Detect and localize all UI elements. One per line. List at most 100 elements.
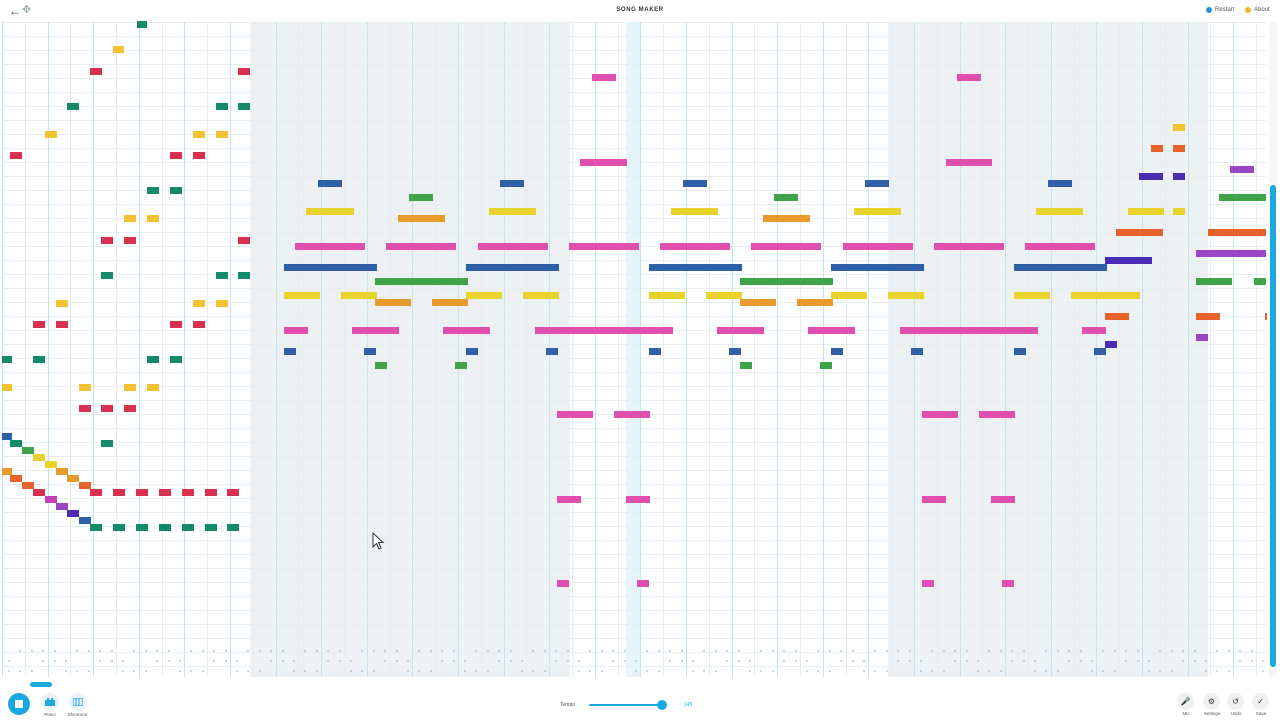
rhythm-dot[interactable] (966, 660, 968, 662)
note-block[interactable] (124, 237, 136, 244)
note-block[interactable] (284, 292, 320, 299)
rhythm-dot[interactable] (76, 670, 78, 672)
note-block[interactable] (717, 327, 764, 334)
rhythm-dot[interactable] (42, 660, 44, 662)
note-block[interactable] (1105, 257, 1152, 264)
note-block[interactable] (1173, 124, 1185, 131)
note-block[interactable] (592, 74, 616, 81)
note-block[interactable] (683, 180, 707, 187)
tempo-slider-knob[interactable] (657, 700, 667, 710)
rhythm-dot[interactable] (396, 650, 398, 652)
note-block[interactable] (660, 243, 730, 250)
rhythm-dot[interactable] (259, 670, 261, 672)
rhythm-dot[interactable] (1023, 660, 1025, 662)
note-block[interactable] (124, 384, 136, 391)
rhythm-dot[interactable] (339, 660, 341, 662)
rhythm-dot[interactable] (453, 660, 455, 662)
note-block[interactable] (10, 475, 22, 482)
rhythm-dot[interactable] (1125, 660, 1127, 662)
note-block[interactable] (205, 489, 217, 496)
note-block[interactable] (238, 103, 250, 110)
rhythm-dot[interactable] (430, 670, 432, 672)
rhythm-dot[interactable] (726, 660, 728, 662)
rhythm-dot[interactable] (1034, 660, 1036, 662)
rhythm-dot[interactable] (213, 650, 215, 652)
note-block[interactable] (10, 152, 22, 159)
rhythm-dot[interactable] (190, 670, 192, 672)
note-block[interactable] (238, 237, 250, 244)
rhythm-dot[interactable] (658, 650, 660, 652)
rhythm-dot[interactable] (612, 660, 614, 662)
note-block[interactable] (136, 489, 148, 496)
note-block[interactable] (306, 208, 354, 215)
rhythm-dot[interactable] (567, 650, 569, 652)
rhythm-dot[interactable] (145, 650, 147, 652)
rhythm-dot[interactable] (1034, 670, 1036, 672)
rhythm-dot[interactable] (829, 670, 831, 672)
rhythm-dot[interactable] (874, 650, 876, 652)
note-block[interactable] (649, 348, 661, 355)
rhythm-dot[interactable] (795, 650, 797, 652)
restart-button[interactable]: Restart (1206, 7, 1234, 13)
note-block[interactable] (1105, 313, 1129, 320)
note-block[interactable] (182, 489, 194, 496)
note-block[interactable] (67, 510, 79, 517)
note-block[interactable] (33, 321, 45, 328)
rhythm-dot[interactable] (624, 660, 626, 662)
note-block[interactable] (2, 468, 12, 475)
note-block[interactable] (113, 46, 124, 53)
note-block[interactable] (854, 208, 901, 215)
rhythm-dot[interactable] (247, 670, 249, 672)
rhythm-dot[interactable] (1080, 650, 1082, 652)
note-block[interactable] (79, 405, 91, 412)
rhythm-dot[interactable] (909, 650, 911, 652)
note-block[interactable] (888, 292, 924, 299)
rhythm-dot[interactable] (1205, 670, 1207, 672)
note-block[interactable] (45, 496, 57, 503)
note-block[interactable] (900, 327, 1038, 334)
rhythm-dot[interactable] (1228, 670, 1230, 672)
note-block[interactable] (398, 215, 445, 222)
rhythm-dot[interactable] (236, 670, 238, 672)
note-block[interactable] (489, 208, 536, 215)
note-block[interactable] (409, 194, 433, 201)
note-block[interactable] (33, 356, 45, 363)
rhythm-dot[interactable] (168, 660, 170, 662)
note-block[interactable] (922, 411, 958, 418)
rhythm-dot[interactable] (54, 660, 56, 662)
rhythm-dot[interactable] (1114, 670, 1116, 672)
rhythm-dot[interactable] (88, 670, 90, 672)
rhythm-dot[interactable] (1216, 670, 1218, 672)
rhythm-dot[interactable] (1068, 650, 1070, 652)
rhythm-dot[interactable] (578, 670, 580, 672)
note-block[interactable] (466, 264, 559, 271)
rhythm-dot[interactable] (555, 660, 557, 662)
rhythm-dot[interactable] (852, 660, 854, 662)
note-block[interactable] (56, 468, 68, 475)
rhythm-dot[interactable] (88, 650, 90, 652)
note-block[interactable] (56, 300, 68, 307)
note-block[interactable] (90, 68, 102, 75)
note-block[interactable] (216, 103, 228, 110)
rhythm-dot[interactable] (316, 670, 318, 672)
vertical-scrollbar[interactable] (1270, 185, 1276, 667)
rhythm-dot[interactable] (225, 660, 227, 662)
note-block[interactable] (1014, 292, 1050, 299)
note-block[interactable] (147, 356, 159, 363)
rhythm-dot[interactable] (316, 650, 318, 652)
rhythm-dot[interactable] (738, 660, 740, 662)
rhythm-dot[interactable] (703, 650, 705, 652)
rhythm-dot[interactable] (487, 650, 489, 652)
note-block[interactable] (1036, 208, 1083, 215)
rhythm-dot[interactable] (475, 650, 477, 652)
note-block[interactable] (1094, 348, 1106, 355)
note-block[interactable] (671, 208, 718, 215)
note-block[interactable] (90, 489, 102, 496)
rhythm-dot[interactable] (669, 660, 671, 662)
note-block[interactable] (352, 327, 399, 334)
rhythm-dot[interactable] (1262, 670, 1264, 672)
note-block[interactable] (22, 447, 34, 454)
rhythm-dot[interactable] (122, 670, 124, 672)
rhythm-dot[interactable] (589, 650, 591, 652)
rhythm-dot[interactable] (646, 670, 648, 672)
